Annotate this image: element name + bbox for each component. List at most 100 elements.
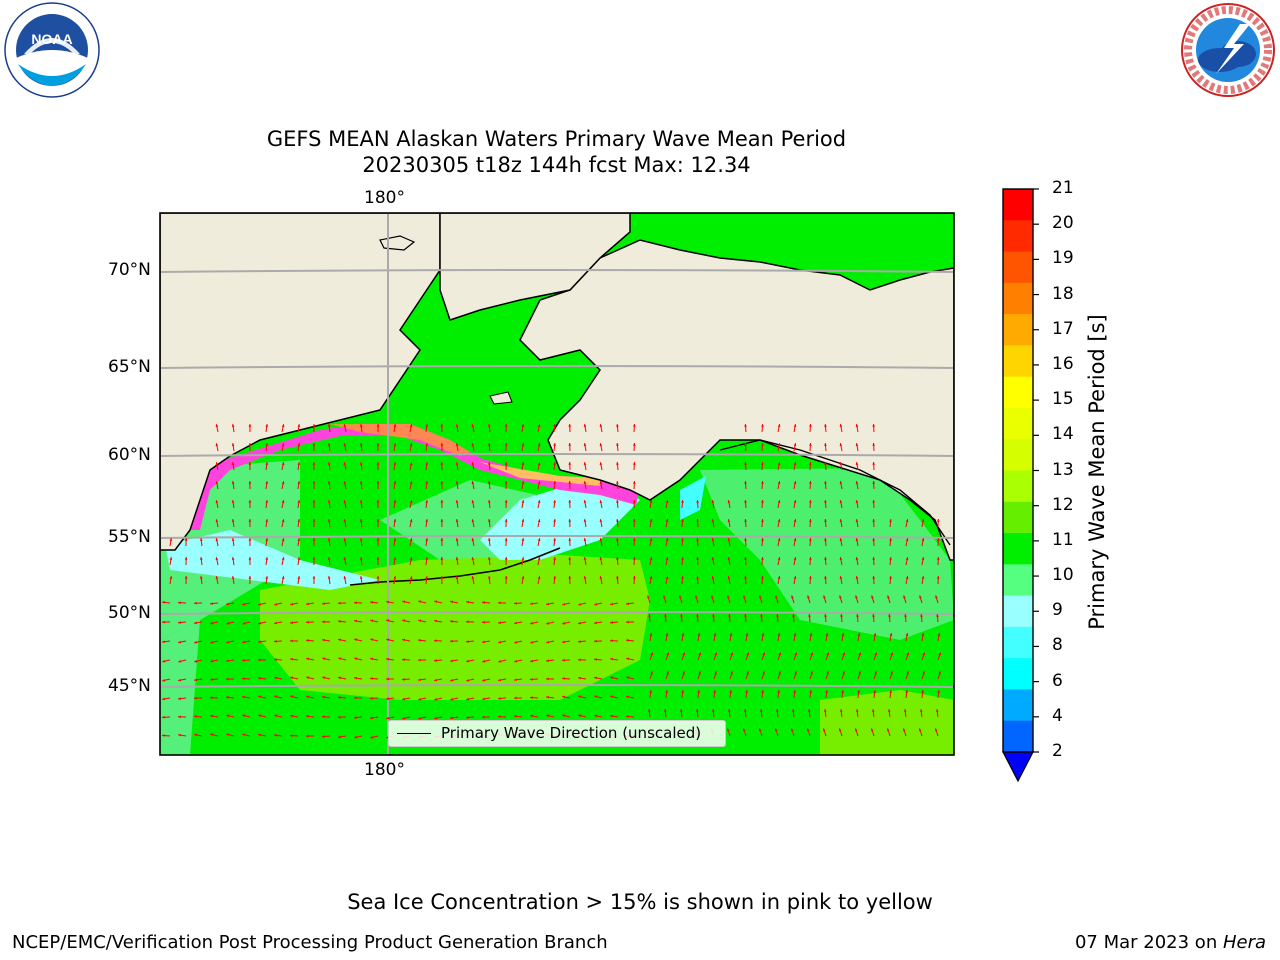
wave-arrow-head [568, 557, 572, 560]
wave-arrow-head [231, 538, 235, 541]
wave-arrow-head [890, 671, 893, 675]
wave-arrow-head [807, 728, 810, 732]
wave-arrow-head [194, 733, 198, 737]
wave-arrow-head [632, 538, 636, 541]
chart-title-line2: 20230305 t18z 144h fcst Max: 12.34 [362, 153, 751, 177]
wave-arrow-head [793, 576, 797, 580]
wave-arrow-head [354, 676, 357, 680]
wave-arrow-head [663, 595, 666, 599]
wave-arrow-head [290, 734, 293, 738]
wave-arrow-head [711, 709, 715, 712]
wave-arrow-head [626, 715, 629, 718]
wave-arrow-head [744, 538, 747, 541]
wave-arrow-head [370, 677, 373, 680]
colorbar-segment [1003, 720, 1033, 753]
wave-arrow-head [504, 519, 508, 522]
wave-arrow-head [761, 500, 764, 503]
wave-arrow-head [905, 557, 909, 561]
wave-arrow-head [626, 639, 629, 642]
wave-arrow-head [938, 671, 941, 675]
wave-arrow-head [471, 557, 475, 561]
wave-arrow-head [744, 481, 747, 484]
wave-arrow-head [649, 633, 653, 636]
wave-arrow-head [376, 576, 380, 579]
wave-arrow-head [425, 500, 429, 503]
wave-arrow-head [231, 519, 235, 522]
wave-arrow-head [343, 443, 347, 447]
wave-arrow-head [921, 576, 925, 580]
wave-arrow-head [425, 519, 429, 522]
wave-arrow-head [794, 671, 797, 675]
wave-arrow-head [359, 557, 363, 560]
wave-arrow-head [649, 500, 653, 504]
wave-arrow-head [759, 709, 763, 712]
wave-arrow-head [226, 714, 230, 718]
wave-arrow-head [450, 600, 454, 604]
wave-arrow-head [290, 639, 293, 643]
wave-arrow-head [471, 424, 475, 428]
wave-arrow-head [466, 640, 469, 643]
wave-arrow-head [711, 519, 715, 523]
wave-arrow-head [455, 424, 459, 427]
wave-arrow-head [649, 690, 652, 693]
wave-arrow-head [872, 576, 876, 579]
wave-arrow-head [386, 638, 390, 642]
wave-arrow-head [695, 709, 699, 712]
wave-arrow-head [471, 519, 475, 523]
wave-arrow-head [681, 538, 684, 541]
wave-arrow-head [498, 659, 502, 663]
wave-arrow-head [281, 576, 285, 580]
wave-arrow-head [231, 462, 235, 465]
wave-arrow-head [794, 652, 798, 656]
wave-arrow-head [231, 443, 235, 446]
wave-arrow-head [761, 557, 764, 560]
colorbar-tick-label: 17 [1052, 318, 1074, 339]
wave-arrow-head [873, 633, 877, 636]
wave-arrow-head [610, 639, 613, 643]
wave-arrow-head [306, 695, 310, 699]
wave-arrow-head [327, 519, 331, 522]
wave-arrow-head [455, 462, 459, 465]
wave-arrow-head [599, 424, 603, 428]
wave-arrow-head [312, 424, 316, 427]
wave-arrow-head [482, 601, 485, 604]
wave-arrow-head [839, 500, 843, 504]
wave-arrow-head [546, 659, 549, 663]
wave-arrow-head [440, 462, 444, 465]
footer-date: 07 Mar 2023 on [1074, 932, 1223, 953]
wave-arrow-head [599, 519, 603, 523]
wave-arrow-head [393, 576, 397, 579]
colorbar-tick-marks [1033, 188, 1039, 753]
wave-arrow-head [647, 595, 650, 599]
wave-arrow-head [889, 690, 892, 693]
wave-arrow-head [562, 714, 566, 718]
wave-arrow-head [888, 614, 891, 617]
wave-arrow-head [514, 714, 517, 718]
wave-arrow-head [530, 714, 534, 718]
wave-arrow-head [455, 443, 459, 446]
wave-arrow-head [169, 538, 173, 541]
wave-arrow-head [402, 638, 406, 642]
lat-label-45: 45°N [108, 676, 151, 696]
wave-arrow-head [409, 481, 413, 485]
wave-arrow-head [730, 652, 734, 656]
wave-arrow-head [919, 709, 923, 712]
wave-arrow-head [727, 500, 731, 504]
wave-arrow-head [312, 576, 316, 579]
wave-arrow-head [210, 733, 214, 737]
wave-arrow-head [359, 500, 363, 503]
wave-arrow-head [793, 462, 797, 466]
wave-arrow-head [327, 462, 331, 465]
wave-arrow-head [418, 638, 421, 642]
wave-arrow-head [248, 500, 252, 503]
wave-arrow-head [482, 659, 486, 663]
wave-arrow-head [759, 728, 762, 732]
wave-arrow-head [327, 500, 331, 503]
wave-arrow-head [594, 676, 598, 680]
wave-arrow-head [632, 557, 636, 560]
wave-arrow-head [322, 695, 325, 699]
wave-arrow-head [871, 595, 874, 599]
wave-arrow-head [903, 595, 906, 599]
wave-arrow-head [616, 462, 619, 465]
wave-arrow-head [258, 676, 261, 680]
